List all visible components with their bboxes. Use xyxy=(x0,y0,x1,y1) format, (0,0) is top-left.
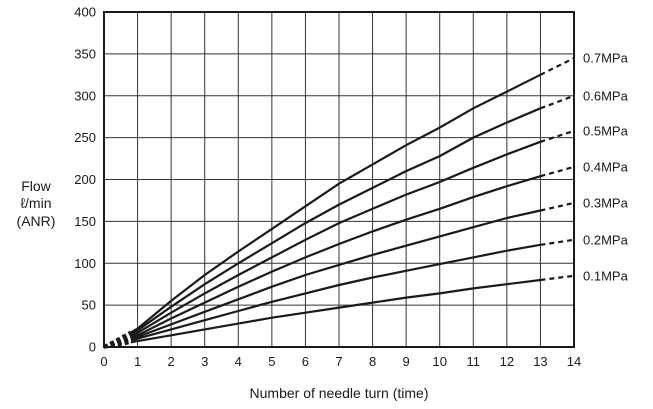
y-tick-label: 300 xyxy=(74,88,96,103)
series-label: 0.3MPa xyxy=(583,195,629,210)
x-axis-title: Number of needle turn (time) xyxy=(250,385,429,401)
y-tick-label: 150 xyxy=(74,214,96,229)
grid-lines xyxy=(103,11,575,348)
series-line-dash-end xyxy=(540,129,575,143)
y-tick-label: 250 xyxy=(74,130,96,145)
series-line xyxy=(130,107,541,335)
x-tick-label: 4 xyxy=(235,354,242,369)
series-label: 0.1MPa xyxy=(583,268,629,283)
x-tick-label: 9 xyxy=(403,354,410,369)
x-tick-label: 13 xyxy=(533,354,547,369)
series-label: 0.6MPa xyxy=(583,88,629,103)
x-tick-label: 11 xyxy=(467,354,481,369)
series-line xyxy=(130,140,541,337)
y-tick-label: 100 xyxy=(74,256,96,271)
y-axis-title-line-3: (ANR) xyxy=(17,213,56,229)
series-lines xyxy=(103,57,575,349)
series-line xyxy=(130,278,541,344)
y-tick-label: 0 xyxy=(89,340,96,355)
x-tick-label: 8 xyxy=(369,354,376,369)
series-line xyxy=(130,175,541,339)
x-tick-label: 2 xyxy=(168,354,175,369)
series-line xyxy=(130,243,541,342)
series-line-dash-start xyxy=(103,340,132,349)
series-label: 0.7MPa xyxy=(583,51,629,66)
series-line xyxy=(130,209,541,341)
x-tick-label: 3 xyxy=(201,354,208,369)
plot-area-border xyxy=(103,11,575,348)
y-tick-label: 200 xyxy=(74,172,96,187)
series-line-dash-end xyxy=(540,238,575,246)
x-tick-label: 0 xyxy=(100,354,107,369)
series-line-dash-end xyxy=(540,201,575,212)
x-tick-label: 6 xyxy=(302,354,309,369)
y-tick-label: 350 xyxy=(74,46,96,61)
x-tick-label: 10 xyxy=(432,354,446,369)
x-tick-label: 7 xyxy=(335,354,342,369)
series-line-dash-end xyxy=(539,57,575,76)
x-tick-label: 12 xyxy=(500,354,514,369)
y-axis-ticks: 0 50 100 150 200 250 300 350 400 xyxy=(74,5,96,355)
series-line-dash-end xyxy=(540,274,575,282)
x-tick-label: 14 xyxy=(567,354,581,369)
series-line xyxy=(130,73,541,334)
y-axis-title-line-2: ℓ/min xyxy=(21,195,52,211)
series-label: 0.4MPa xyxy=(583,159,629,174)
y-tick-label: 50 xyxy=(82,298,96,313)
y-axis-title-line-1: Flow xyxy=(21,178,51,194)
series-line-dash-end xyxy=(540,94,575,110)
series-labels: 0.7MPa 0.6MPa 0.5MPa 0.4MPa 0.3MPa 0.2MPa 0.1M… xyxy=(583,51,629,284)
y-tick-label: 400 xyxy=(74,5,96,20)
x-axis-ticks: 0 1 2 3 4 5 6 7 8 9 10 11 12 13 14 xyxy=(100,354,581,369)
series-line-dash-end xyxy=(540,165,575,178)
x-tick-label: 1 xyxy=(134,354,141,369)
series-label: 0.5MPa xyxy=(583,123,629,138)
x-tick-label: 5 xyxy=(268,354,275,369)
series-label: 0.2MPa xyxy=(583,232,629,247)
